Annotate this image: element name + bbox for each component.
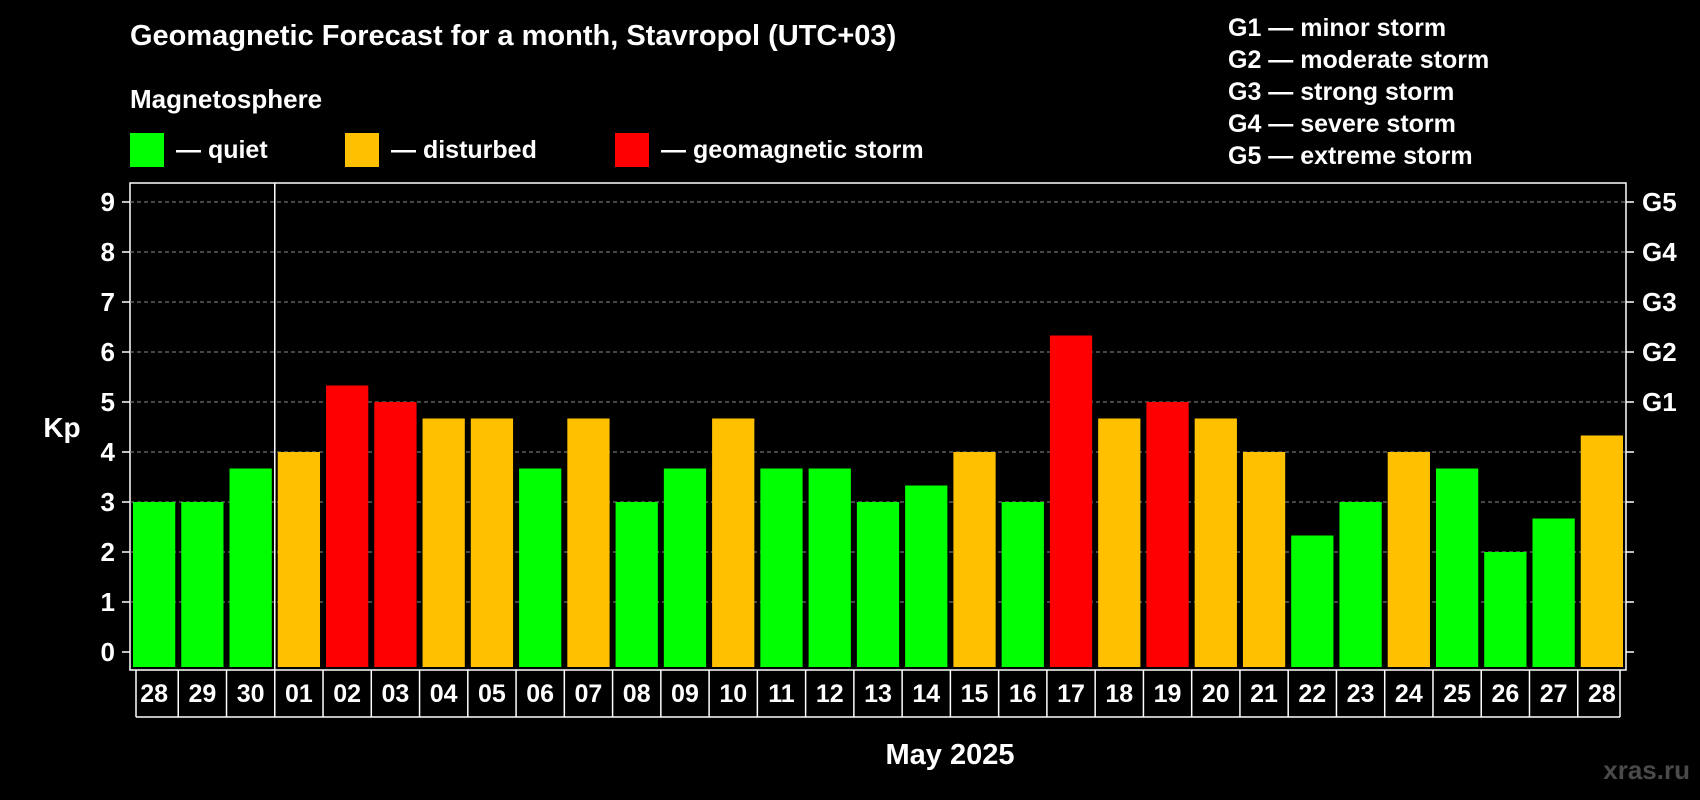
g-scale-legend: G1 — minor storm G2 — moderate storm G3 … [1228,12,1489,172]
bar-19 [1049,335,1093,667]
x-tick-label: 02 [333,680,361,708]
x-tick-label: 07 [575,680,603,708]
y-tick-label: 6 [101,337,115,367]
g-scale-g4: G4 — severe storm [1228,110,1456,138]
x-tick-label: 20 [1202,680,1230,708]
x-tick-label: 12 [816,680,844,708]
magnetosphere-label: Magnetosphere [130,84,323,114]
x-tick-label: 26 [1491,680,1519,708]
bar-9 [567,418,610,667]
bar-30 [1580,435,1623,667]
g-scale-g5: G5 — extreme storm [1228,142,1473,170]
bar-5 [374,402,417,667]
x-axis-label: May 2025 [886,739,1015,771]
bar-15 [856,502,900,667]
bar-29 [1532,518,1575,667]
y-tick-label: 2 [101,537,115,567]
x-tick-label: 30 [237,680,265,708]
bar-7 [470,418,514,667]
y-tick-label: 5 [101,387,115,417]
x-tick-label: 24 [1395,680,1423,708]
bar-18 [1001,502,1044,667]
right-axis-label-g4: G4 [1642,237,1677,267]
bar-1 [181,502,224,667]
bar-10 [615,502,658,667]
x-tick-label: 25 [1443,680,1471,708]
x-tick-label: 06 [526,680,554,708]
legend-swatch-storm [615,133,649,167]
x-tick-label: 27 [1540,680,1568,708]
y-tick-label: 8 [101,237,115,267]
y-tick-label: 7 [101,287,115,317]
x-tick-label: 22 [1298,680,1326,708]
g-scale-g2: G2 — moderate storm [1228,46,1490,74]
x-tick-label: 08 [623,680,651,708]
chart-title: Geomagnetic Forecast for a month, Stavro… [130,20,897,52]
bar-27 [1435,468,1479,667]
x-tick-label: 15 [961,680,989,708]
g-scale-g3: G3 — strong storm [1228,78,1455,106]
bar-12 [712,418,755,667]
bar-21 [1146,402,1189,667]
x-tick-label: 23 [1347,680,1375,708]
bar-16 [905,485,948,667]
x-tick-label: 01 [285,680,313,708]
bar-28 [1484,552,1527,667]
x-tick-label: 11 [768,680,795,708]
bar-26 [1387,452,1430,667]
y-tick-label: 3 [101,487,115,517]
x-tick-label: 19 [1154,680,1182,708]
plot-frame [129,182,1627,671]
x-tick-label: 10 [719,680,747,708]
legend-swatch-quiet [130,133,164,167]
y-tick-label: 4 [101,437,116,467]
bar-23 [1242,452,1286,667]
legend-label-disturbed: — disturbed [391,135,537,164]
legend-disturbed: — disturbed [345,133,537,167]
bar-8 [519,468,562,667]
x-tick-label: 13 [864,680,892,708]
y-tick-label: 1 [101,587,115,617]
right-axis-label-g3: G3 [1642,287,1677,317]
bar-13 [760,468,803,667]
g-scale-g1: G1 — minor storm [1228,14,1447,42]
x-tick-label: 09 [671,680,699,708]
legend-label-quiet: — quiet [176,135,268,164]
bar-3 [277,452,321,667]
bar-17 [953,452,996,667]
watermark: xras.ru [1603,755,1690,785]
right-axis-label-g1: G1 [1642,387,1677,417]
y-tick-label: 0 [101,637,115,667]
bar-0 [133,502,176,667]
x-tick-label: 29 [188,680,216,708]
y-axis-label: Kp [43,412,80,443]
bar-25 [1339,502,1382,667]
x-tick-label: 05 [478,680,506,708]
legend-label-storm: — geomagnetic storm [661,135,924,164]
x-tick-label: 18 [1105,680,1133,708]
x-tick-label: 04 [430,680,458,708]
bar-24 [1291,535,1334,667]
bar-4 [326,385,369,667]
x-tick-label: 28 [1588,680,1616,708]
y-tick-label: 9 [101,187,115,217]
right-axis-label-g5: G5 [1642,187,1677,217]
right-axis-label-g2: G2 [1642,337,1677,367]
bar-22 [1194,418,1237,667]
x-tick-label: 14 [912,680,940,708]
bar-20 [1098,418,1141,667]
x-tick-label: 21 [1250,680,1278,708]
bar-6 [422,418,465,667]
bar-2 [229,468,272,667]
legend-storm: — geomagnetic storm [615,133,924,167]
x-tick-label: 28 [140,680,168,708]
bar-11 [663,468,707,667]
bar-14 [808,468,851,667]
x-tick-label: 16 [1009,680,1037,708]
x-tick-label: 17 [1057,680,1085,708]
legend-swatch-disturbed [345,133,379,167]
legend-quiet: — quiet [130,133,268,167]
x-tick-label: 03 [382,680,410,708]
